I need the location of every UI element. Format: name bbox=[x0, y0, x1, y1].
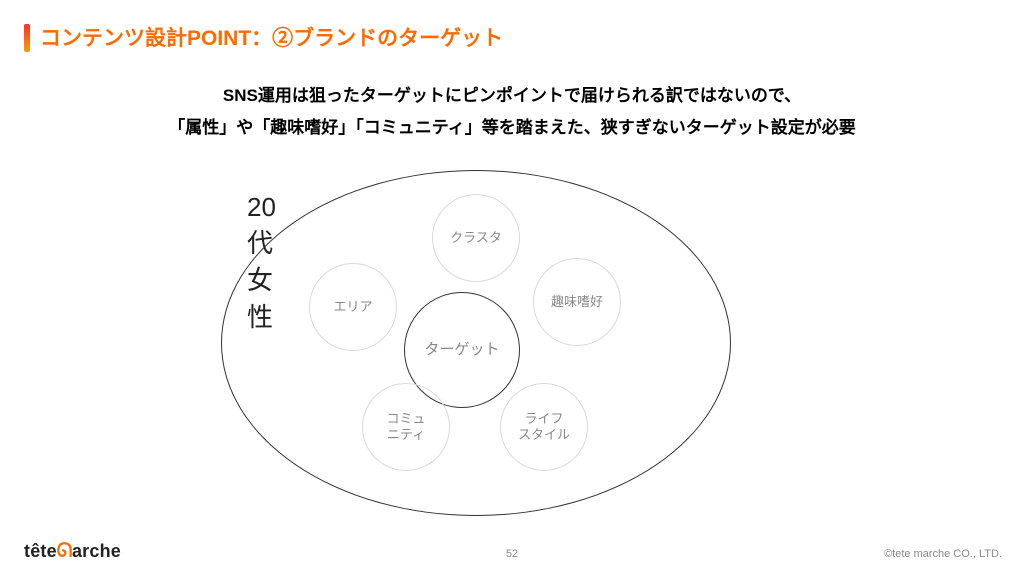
slide-subtitle: SNS運用は狙ったターゲットにピンポイントで届けられる訳ではないので、 「属性」… bbox=[0, 80, 1024, 145]
title-accent-bar bbox=[24, 24, 30, 52]
outer-ellipse-label: 20代女性 bbox=[247, 192, 276, 334]
node-lifestyle-label: ライフ スタイル bbox=[518, 411, 570, 444]
node-hobby: 趣味嗜好 bbox=[533, 258, 621, 346]
subtitle-line-1: SNS運用は狙ったターゲットにピンポイントで届けられる訳ではないので、 bbox=[223, 86, 801, 105]
subtitle-line-2: 「属性」や「趣味嗜好」「コミュニティ」等を踏まえた、狭すぎないターゲット設定が必… bbox=[168, 118, 855, 137]
node-area: エリア bbox=[309, 263, 397, 351]
node-cluster-label: クラスタ bbox=[450, 230, 502, 246]
page-number: 52 bbox=[0, 548, 1024, 560]
copyright: ©tete marche CO., LTD. bbox=[884, 548, 1002, 560]
slide-title: コンテンツ設計POINT：②ブランドのターゲット bbox=[40, 22, 503, 52]
node-community-label: コミュ ニティ bbox=[386, 411, 425, 444]
node-lifestyle: ライフ スタイル bbox=[500, 383, 588, 471]
footer: têteᘏarche 52 ©tete marche CO., LTD. bbox=[0, 538, 1024, 562]
slide: コンテンツ設計POINT：②ブランドのターゲット SNS運用は狙ったターゲットに… bbox=[0, 0, 1024, 576]
node-community: コミュ ニティ bbox=[362, 383, 450, 471]
node-cluster: クラスタ bbox=[432, 194, 520, 282]
node-center-label: ターゲット bbox=[424, 341, 499, 360]
node-area-label: エリア bbox=[333, 299, 372, 315]
node-hobby-label: 趣味嗜好 bbox=[551, 294, 603, 310]
